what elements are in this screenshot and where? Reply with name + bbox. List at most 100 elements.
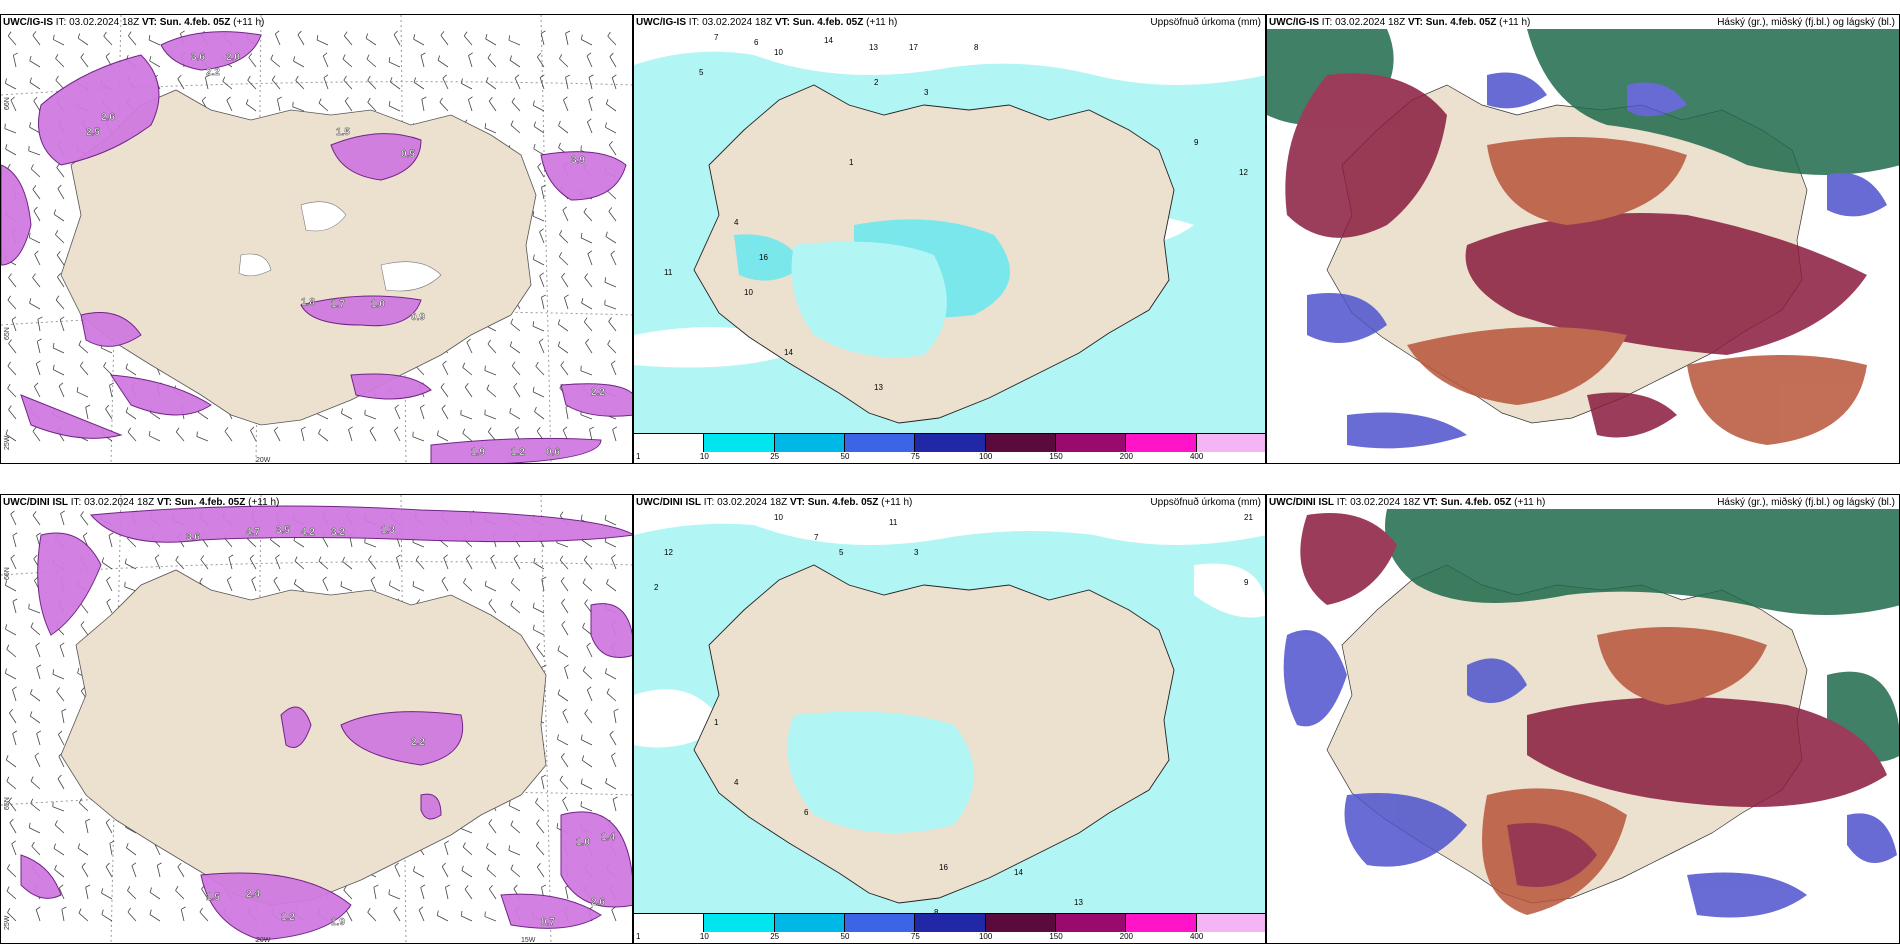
wind-barb (34, 254, 41, 266)
wind-barb (53, 369, 65, 376)
wind-barb-flag (128, 31, 132, 36)
wind-barb-flag (228, 554, 234, 558)
wind-barb (564, 667, 569, 680)
wind-barb (514, 77, 521, 90)
wind-barb (368, 559, 377, 570)
wind-barb (605, 672, 617, 680)
wind-barb-flag (533, 121, 536, 127)
panel-bottom-left-wind-map: UWC/DINI ISL IT: 03.02.2024 18Z VT: Sun.… (0, 494, 633, 944)
wind-barb-flag (534, 406, 537, 412)
wind-barb-flag (205, 74, 210, 78)
panel-subtitle: Uppsöfnuð úrkoma (mm) (1150, 497, 1261, 508)
wind-barb-flag (8, 797, 13, 802)
wind-barb-flag (464, 885, 469, 890)
wind-barb (606, 190, 617, 200)
wind-barb (10, 99, 17, 112)
wind-barb (29, 82, 41, 90)
wind-barb-flag (608, 140, 613, 146)
wind-barb (103, 366, 113, 376)
wind-barb (228, 557, 233, 570)
wind-barb-flag (510, 820, 514, 826)
wind-barb (484, 916, 497, 922)
wind-barb (608, 144, 617, 156)
wind-barb (388, 61, 401, 68)
wind-barb-flag (559, 511, 564, 517)
snow-value-label: 2.0 (226, 52, 240, 63)
panel-top-mid-precip-map: UWC/IG-IS IT: 03.02.2024 18Z VT: Sun. 4.… (633, 14, 1266, 464)
wind-barb-flag (565, 30, 571, 34)
colorbar-segment (634, 434, 705, 452)
wind-barb (560, 365, 569, 376)
precip-value-label: 17 (909, 43, 918, 52)
wind-barb (557, 650, 569, 658)
wind-barb (12, 601, 17, 614)
wind-barb-flag (36, 664, 42, 668)
colorbar-segment (1126, 914, 1197, 932)
wind-barb-flag (488, 884, 493, 890)
wind-barb-flag (394, 426, 399, 431)
wind-barb (565, 887, 569, 900)
wind-barb (445, 887, 449, 900)
colorbar-segment (1055, 434, 1127, 452)
wind-barb-flag (440, 383, 445, 388)
wind-barb (59, 319, 65, 332)
precip-colorbar (634, 913, 1265, 932)
colorbar-tick: 400 (1189, 932, 1204, 941)
wind-barb (297, 34, 305, 46)
wind-barb (124, 586, 137, 592)
wind-barb-flag (420, 884, 426, 888)
snow-value-label: 3.9 (571, 155, 585, 166)
precip-value-label: 13 (1074, 898, 1083, 907)
wind-barb-flag (318, 98, 322, 104)
wind-barb (36, 733, 41, 746)
wind-barb-flag (608, 317, 612, 322)
wind-barb (52, 673, 65, 680)
wind-barb-flag (343, 885, 347, 891)
wind-barb-flag (442, 74, 447, 79)
wind-barb (365, 37, 377, 46)
wind-barb (533, 125, 545, 134)
wind-barb (30, 715, 41, 724)
wind-barb-flag (297, 30, 302, 35)
panel-subtitle: Háský (gr.), miðský (fj.bl.) og lágský (… (1717, 17, 1895, 28)
snow-value-label: 0.9 (411, 312, 425, 323)
wind-barb-flag (54, 864, 57, 870)
wind-barb-flag (490, 554, 495, 559)
wind-barb-flag (445, 884, 451, 888)
wind-barb (76, 391, 89, 398)
precip-value-label: 1 (849, 158, 854, 167)
wind-barb (585, 342, 593, 354)
wind-barb (5, 434, 17, 442)
wind-barb-flag (460, 910, 463, 916)
wind-barb-flag (611, 360, 616, 365)
wind-barb-flag (53, 209, 57, 215)
wind-barb (565, 33, 569, 46)
wind-barb (56, 167, 65, 178)
wind-barb-flag (485, 77, 489, 83)
wind-barb (126, 847, 137, 856)
wind-barb-flag (274, 426, 279, 431)
wind-barb-flag (342, 54, 346, 60)
wind-barb (11, 843, 17, 856)
wind-barb-flag (9, 708, 14, 714)
wind-barb-flag (32, 185, 37, 190)
wind-barb-flag (200, 555, 205, 560)
wind-barb (226, 100, 233, 112)
wind-barb (33, 210, 41, 222)
precip-value-label: 10 (744, 288, 753, 297)
wind-barb (605, 126, 617, 134)
precip-value-label: 14 (824, 36, 833, 45)
wind-barb-flag (468, 96, 473, 100)
wind-barb-flag (367, 75, 371, 81)
cloud-map-svg (1267, 509, 1899, 943)
wind-barb (587, 121, 593, 134)
wind-barb (29, 126, 41, 134)
wind-barb-flag (7, 295, 11, 301)
wind-barb (156, 865, 161, 878)
colorbar-tick: 75 (910, 452, 920, 461)
wind-barb (412, 542, 425, 548)
wind-barb-flag (486, 384, 490, 390)
wind-barb (583, 321, 593, 332)
colorbar-tick: 75 (910, 932, 920, 941)
wind-barb (321, 536, 329, 548)
